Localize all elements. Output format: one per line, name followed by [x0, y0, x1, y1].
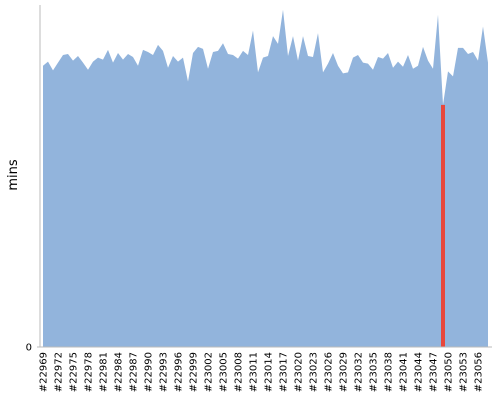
x-tick-label: #22972 — [54, 352, 65, 392]
x-tick-label: #23035 — [369, 352, 380, 392]
x-tick-label: #22981 — [99, 352, 110, 392]
x-tick-label: #23020 — [294, 352, 305, 392]
x-tick-label: #23038 — [384, 352, 395, 392]
x-tick-label: #23047 — [429, 352, 440, 392]
y-tick-label: 0 — [26, 343, 32, 354]
x-tick-label: #22975 — [69, 352, 80, 392]
x-tick-label: #22993 — [159, 352, 170, 392]
x-tick-label: #22990 — [144, 352, 155, 392]
x-tick-label: #23011 — [249, 352, 260, 392]
x-tick-label: #23002 — [204, 352, 215, 392]
x-tick-label: #23050 — [444, 352, 455, 392]
x-tick-label: #23023 — [309, 352, 320, 392]
x-tick-label: #23053 — [459, 352, 470, 392]
x-tick-label: #23017 — [279, 352, 290, 392]
x-tick-label: #23014 — [264, 352, 275, 392]
x-tick-label: #23008 — [234, 352, 245, 392]
x-tick-label: #22984 — [114, 352, 125, 392]
highlight-bar — [441, 104, 445, 347]
x-tick-label: #22996 — [174, 352, 185, 392]
x-tick-label: #22999 — [189, 352, 200, 392]
x-tick-label: #22987 — [129, 352, 140, 392]
area — [43, 9, 488, 347]
y-axis-label: mins — [6, 159, 21, 191]
x-tick-label: #23041 — [399, 352, 410, 392]
x-tick-label: #22969 — [39, 352, 50, 392]
x-tick-label: #23056 — [474, 352, 485, 392]
x-tick-label: #22978 — [84, 352, 95, 392]
x-tick-label: #23005 — [219, 352, 230, 392]
x-tick-label: #23032 — [354, 352, 365, 392]
x-tick-label: #23029 — [339, 352, 350, 392]
x-tick-label: #23026 — [324, 352, 335, 392]
x-tick-label: #23044 — [414, 352, 425, 392]
